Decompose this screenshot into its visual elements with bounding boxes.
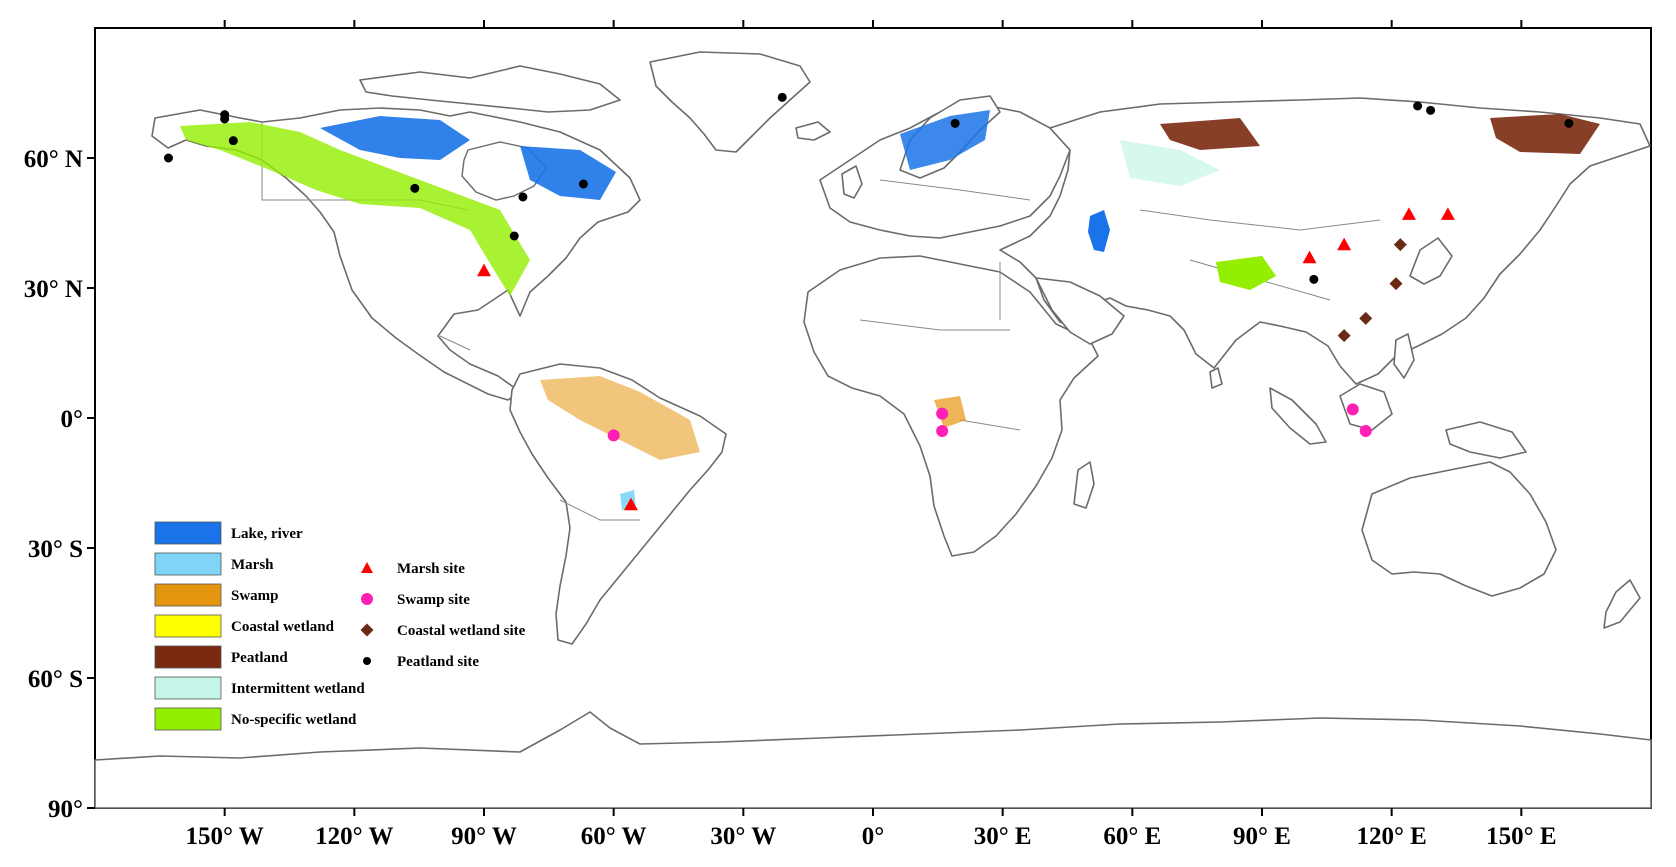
sri-lanka [1209, 367, 1223, 389]
marsh-site-marker [623, 497, 638, 511]
longitude-label: 90° E [1233, 823, 1291, 850]
arctic-islands [359, 65, 621, 113]
legend-site-label: Coastal wetland site [397, 623, 526, 639]
marsh-site-marker [1302, 250, 1317, 264]
peatland-site-marker [578, 179, 588, 189]
wetland-patch [934, 396, 966, 428]
wetland-areas [180, 110, 1600, 510]
longitude-label: 150° W [186, 823, 264, 850]
greenland [649, 51, 811, 153]
british-isles [841, 165, 863, 199]
peatland-site-marker [1309, 274, 1319, 284]
caspian-sea [1088, 210, 1110, 252]
latitude-label: 60° N [24, 146, 83, 173]
peatland-site-marker [410, 183, 420, 193]
legend-site-label: Peatland site [397, 654, 479, 670]
legend-label: Swamp [231, 588, 279, 604]
wetland-patch [1160, 118, 1260, 150]
peatland-site-marker [1426, 105, 1436, 115]
legend-site-label: Swamp site [397, 592, 470, 608]
longitude-label: 150° E [1486, 823, 1556, 850]
legend-swatch [154, 552, 222, 576]
longitude-label: 90° W [451, 823, 517, 850]
iceland [795, 121, 831, 141]
borneo [1339, 383, 1393, 431]
peatland-site-marker [509, 231, 519, 241]
legend-swatch [154, 614, 222, 638]
latitude-label: 90° [48, 796, 83, 823]
legend-swatch [154, 583, 222, 607]
legend-label: Lake, river [231, 526, 303, 542]
legend-marsh-site-symbol [361, 562, 373, 573]
legend-site-label: Marsh site [397, 561, 465, 577]
marsh-site-marker [477, 263, 491, 277]
australia [1361, 461, 1557, 597]
wetland-patch [520, 146, 616, 200]
legend-coastal-site-symbol [360, 623, 374, 637]
swamp-site-marker [1346, 403, 1359, 416]
longitude-label: 120° E [1356, 823, 1426, 850]
coastal-wetland-site-marker [1393, 238, 1407, 252]
latitude-label: 30° S [28, 536, 83, 563]
longitude-label: 30° W [710, 823, 776, 850]
wetland-patch [540, 376, 700, 460]
longitude-label: 0° [862, 823, 885, 850]
legend-swatch [154, 645, 222, 669]
new-zealand [1603, 579, 1641, 629]
legend: Lake, river Marsh Swamp Coastal wetland Peat… [154, 521, 526, 731]
longitude-label: 120° W [315, 823, 393, 850]
madagascar [1073, 461, 1095, 509]
legend-label: No-specific wetland [231, 712, 357, 728]
marsh-site-marker [1440, 207, 1455, 220]
philippines [1393, 333, 1415, 379]
legend-label: Intermittent wetland [231, 681, 365, 697]
latitude-label: 0° [61, 406, 84, 433]
latitude-label: 30° N [24, 276, 83, 303]
legend-peatland-site-symbol [363, 657, 371, 665]
legend-swamp-site-symbol [361, 593, 373, 605]
peatland-site-marker [1413, 101, 1423, 111]
legend-swatch [154, 676, 222, 700]
longitude-label: 60° E [1103, 823, 1161, 850]
legend-label: Peatland [231, 650, 288, 666]
wetland-patch [180, 122, 530, 296]
latitude-label: 60° S [28, 666, 83, 693]
coastal-wetland-site-marker [1389, 277, 1403, 291]
arabian-peninsula [1035, 277, 1125, 345]
swamp-site-marker [936, 425, 949, 437]
longitude-label: 60° W [581, 823, 647, 850]
antarctica [94, 711, 1652, 809]
coastal-wetland-site-marker [1359, 311, 1373, 325]
marsh-site-marker [1337, 237, 1352, 251]
legend-label: Marsh [231, 557, 274, 573]
peatland-site-marker [777, 92, 787, 102]
swamp-site-marker [936, 407, 949, 420]
wetland-patch [900, 110, 990, 170]
japan [1409, 237, 1453, 285]
peatland-site-marker [1564, 118, 1574, 128]
wetland-patch [1216, 256, 1276, 290]
legend-swatch [154, 521, 222, 545]
map-axes: 150° W 120° W 90° W 60° W 30° W 0° 30° E 60° E 9… [24, 20, 1557, 850]
legend-label: Coastal wetland [231, 619, 335, 635]
peatland-site-marker [518, 192, 528, 202]
peatland-site-marker [220, 110, 230, 120]
sumatra [1269, 387, 1327, 445]
peatland-site-marker [163, 153, 173, 163]
peatland-site-marker [228, 136, 238, 146]
marsh-site-marker [1401, 207, 1416, 220]
wetland-patch [1120, 140, 1220, 186]
wetland-patch [320, 116, 470, 160]
peatland-site-marker [950, 118, 960, 128]
longitude-label: 30° E [974, 823, 1032, 850]
legend-swatch [154, 707, 222, 731]
swamp-site-marker [1359, 425, 1372, 437]
new-guinea [1445, 421, 1527, 459]
site-markers [163, 92, 1574, 511]
coastal-wetland-site-marker [1337, 329, 1351, 343]
swamp-site-marker [607, 429, 620, 442]
europe [819, 103, 1071, 239]
